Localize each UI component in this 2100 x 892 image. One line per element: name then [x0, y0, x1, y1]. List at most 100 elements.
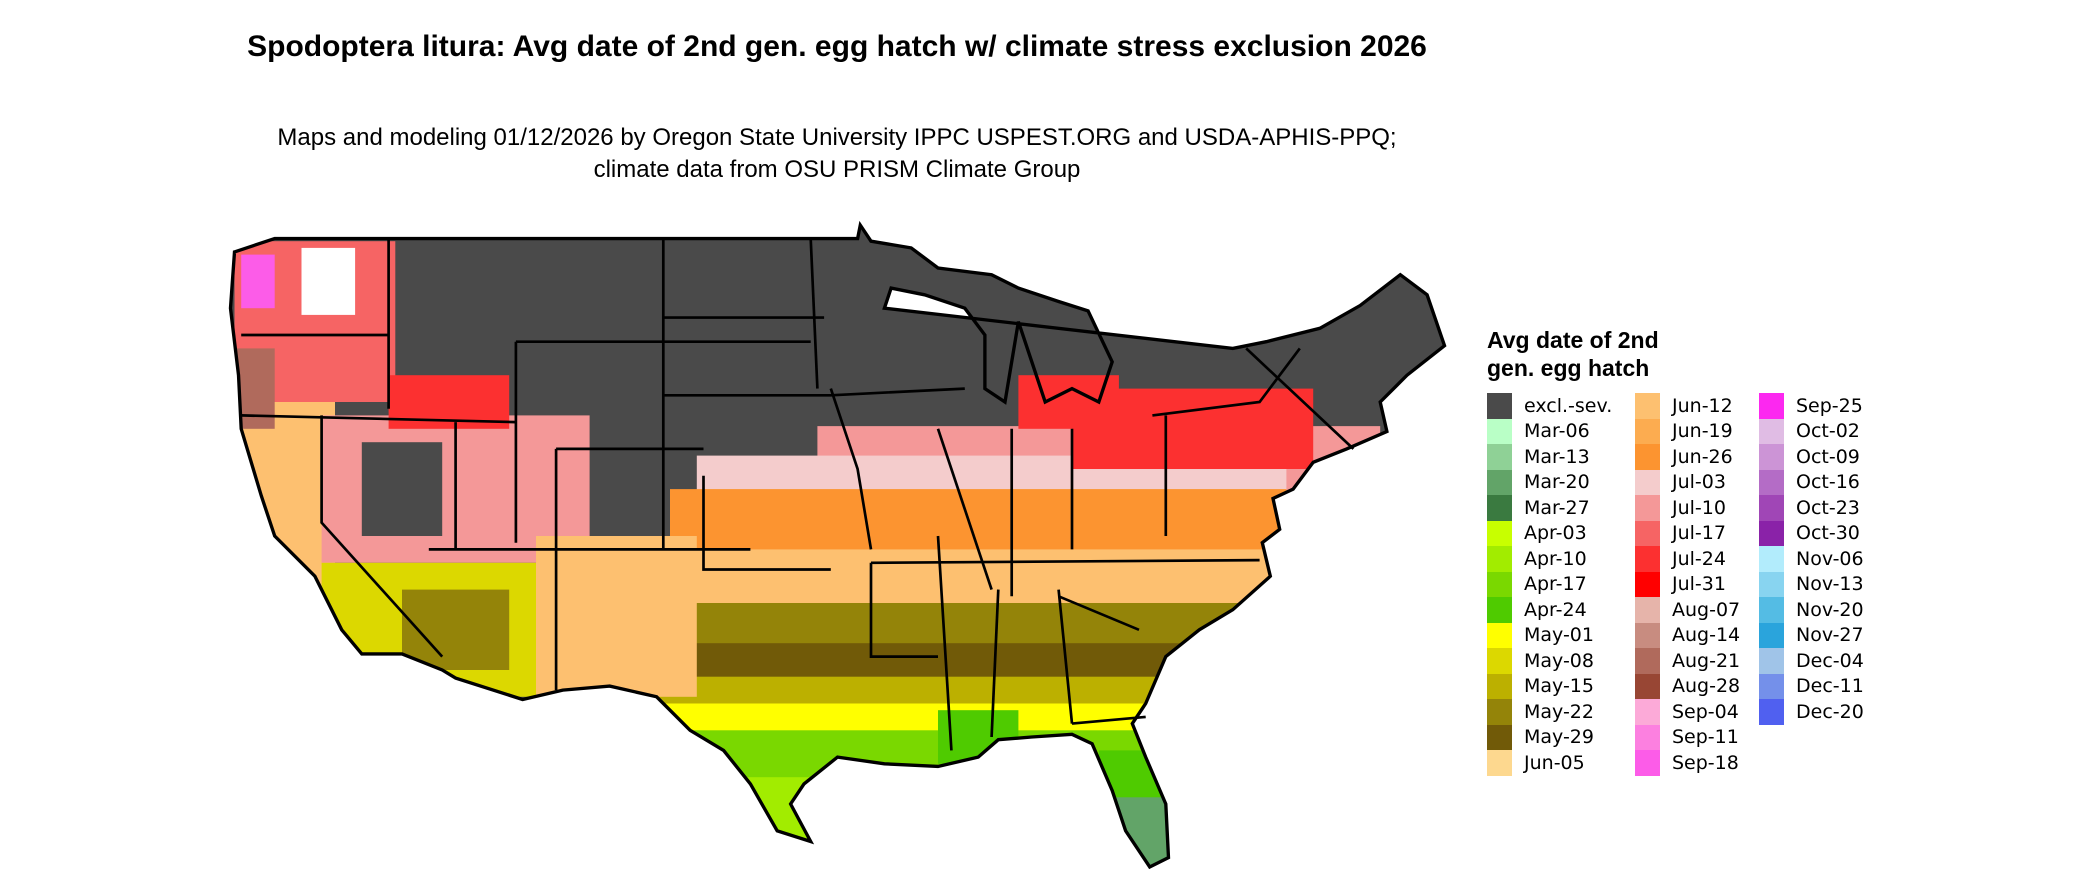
legend-item: Mar-06: [1487, 418, 1590, 444]
legend-swatch: [1487, 444, 1512, 470]
legend-label: Nov-27: [1796, 624, 1864, 647]
legend-item: Nov-13: [1759, 571, 1864, 597]
legend-swatch: [1487, 546, 1512, 572]
legend-label: Aug-14: [1672, 624, 1741, 647]
legend-label: Oct-02: [1796, 420, 1860, 443]
legend-swatch: [1487, 393, 1512, 419]
legend-label: excl.-sev.: [1524, 394, 1613, 417]
legend-swatch: [1487, 418, 1512, 444]
legend-label: Dec-20: [1796, 700, 1864, 723]
legend-swatch: [1635, 648, 1660, 674]
legend-swatch: [1635, 418, 1660, 444]
legend-label: May-01: [1524, 624, 1594, 647]
legend-item: Sep-25: [1759, 393, 1863, 419]
legend-label: Jun-26: [1672, 445, 1733, 468]
legend-item: May-08: [1487, 648, 1594, 674]
legend-item: May-01: [1487, 622, 1594, 648]
legend-label: Oct-30: [1796, 522, 1860, 545]
legend-item: Apr-17: [1487, 571, 1587, 597]
legend-item: Dec-04: [1759, 648, 1864, 674]
legend-swatch: [1759, 495, 1784, 521]
legend-item: Oct-23: [1759, 495, 1860, 521]
legend-title: Avg date of 2nd gen. egg hatch: [1487, 326, 1687, 382]
legend-item: Aug-14: [1635, 622, 1741, 648]
legend-swatch: [1759, 520, 1784, 546]
legend-label: Dec-11: [1796, 675, 1864, 698]
legend-swatch: [1487, 495, 1512, 521]
legend-item: Aug-21: [1635, 648, 1740, 674]
legend-item: Mar-20: [1487, 469, 1590, 495]
legend-swatch: [1635, 597, 1660, 623]
legend-item: Dec-20: [1759, 699, 1864, 725]
legend-label: Jul-10: [1672, 496, 1726, 519]
legend-swatch: [1487, 673, 1512, 699]
legend-label: Aug-07: [1672, 598, 1741, 621]
legend-item: Nov-06: [1759, 546, 1864, 572]
legend-swatch: [1487, 469, 1512, 495]
legend-item: Dec-11: [1759, 673, 1864, 699]
legend-swatch: [1487, 750, 1512, 776]
legend-item: Oct-09: [1759, 444, 1860, 470]
legend-label: Oct-23: [1796, 496, 1860, 519]
legend-swatch: [1635, 699, 1660, 725]
legend-item: Jun-19: [1635, 418, 1733, 444]
legend-label: Apr-03: [1524, 522, 1587, 545]
legend-label: May-08: [1524, 649, 1594, 672]
legend-label: Apr-24: [1524, 598, 1587, 621]
legend-label: Apr-10: [1524, 547, 1587, 570]
map-subtitle: Maps and modeling 01/12/2026 by Oregon S…: [277, 124, 1397, 183]
legend-label: Jul-24: [1672, 547, 1726, 570]
legend-swatch: [1635, 546, 1660, 572]
legend-item: Sep-18: [1635, 750, 1739, 776]
legend-item: Jun-12: [1635, 393, 1733, 419]
legend-swatch: [1487, 597, 1512, 623]
legend-label: Jul-03: [1672, 471, 1726, 494]
legend-item: Apr-10: [1487, 546, 1587, 572]
legend-item: Jul-10: [1635, 495, 1726, 521]
legend-label: Mar-20: [1524, 471, 1590, 494]
legend-label: Mar-13: [1524, 445, 1590, 468]
legend-label: Dec-04: [1796, 649, 1864, 672]
legend-label: Jun-05: [1524, 751, 1585, 774]
legend-label: Mar-06: [1524, 420, 1590, 443]
legend-swatch: [1635, 520, 1660, 546]
legend-item: Sep-04: [1635, 699, 1739, 725]
legend-item: Nov-20: [1759, 597, 1864, 623]
legend-swatch: [1759, 597, 1784, 623]
legend-item: May-15: [1487, 673, 1594, 699]
legend-item: Apr-24: [1487, 597, 1587, 623]
legend-swatch: [1759, 546, 1784, 572]
legend-swatch: [1635, 673, 1660, 699]
legend-item: Mar-13: [1487, 444, 1590, 470]
legend-label: Sep-04: [1672, 700, 1739, 723]
legend-swatch: [1759, 393, 1784, 419]
legend-swatch: [1759, 622, 1784, 648]
legend-label: Jun-19: [1672, 420, 1733, 443]
legend-swatch: [1759, 444, 1784, 470]
legend-swatch: [1635, 495, 1660, 521]
legend-label: May-22: [1524, 700, 1594, 723]
legend-item: Jul-17: [1635, 520, 1726, 546]
legend-label: Aug-21: [1672, 649, 1741, 672]
legend-label: Sep-25: [1796, 394, 1863, 417]
legend-label: Nov-06: [1796, 547, 1864, 570]
legend-item: Aug-07: [1635, 597, 1740, 623]
legend-item: Oct-30: [1759, 520, 1860, 546]
legend-item: Mar-27: [1487, 495, 1590, 521]
legend-swatch: [1487, 724, 1512, 750]
legend-item: Jul-31: [1635, 571, 1726, 597]
legend-label: Aug-28: [1672, 675, 1741, 698]
legend-item: Nov-27: [1759, 622, 1864, 648]
legend-swatch: [1635, 444, 1660, 470]
legend-label: Jul-31: [1672, 573, 1726, 596]
legend-item: Jul-03: [1635, 469, 1726, 495]
legend-label: Nov-20: [1796, 598, 1864, 621]
legend-swatch: [1635, 622, 1660, 648]
legend-label: Apr-17: [1524, 573, 1587, 596]
legend-label: Mar-27: [1524, 496, 1590, 519]
legend-swatch: [1635, 750, 1660, 776]
legend-title-text: Avg date of 2nd gen. egg hatch: [1487, 327, 1659, 381]
legend-swatch: [1759, 571, 1784, 597]
legend-swatch: [1487, 571, 1512, 597]
